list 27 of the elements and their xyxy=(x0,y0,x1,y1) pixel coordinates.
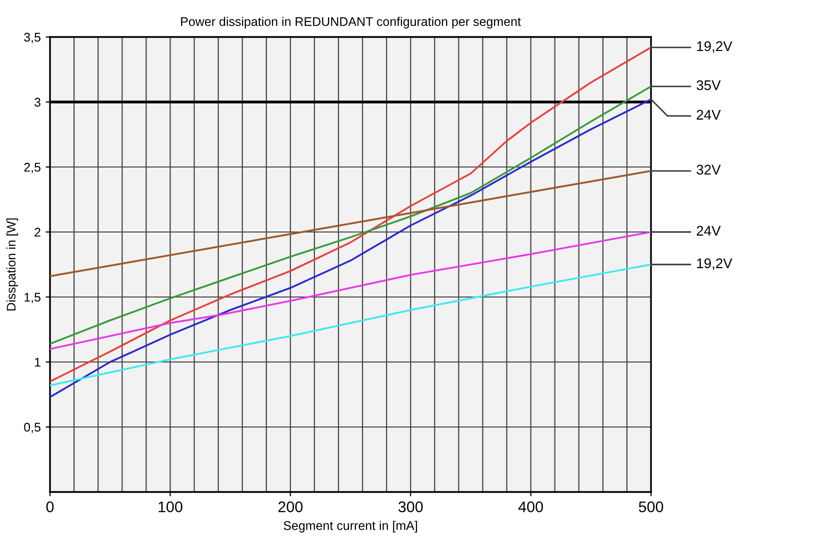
line-series xyxy=(50,231,651,350)
x-tick-label: 200 xyxy=(278,501,303,512)
x-tick-label: 0 xyxy=(46,501,54,512)
x-tick-label: 500 xyxy=(638,501,664,512)
text: 19,2V xyxy=(697,41,732,53)
x-tick-label: 100 xyxy=(158,501,182,512)
chart-title: Power dissipation in REDUNDANT configuration per segment xyxy=(181,16,521,28)
line-series xyxy=(50,98,651,398)
y-tick-label: 0,5 xyxy=(24,422,40,434)
x-tick-label: 400 xyxy=(518,501,543,512)
text: 24V xyxy=(696,226,721,236)
y-axis-title: Disspation in [W] xyxy=(6,218,18,310)
x-axis-title: Segment current in [mA] xyxy=(284,520,417,532)
text: 24V xyxy=(696,110,721,120)
y-tick-label: 3,5 xyxy=(24,32,40,44)
y-tick-label: 1 xyxy=(34,358,40,367)
line-series xyxy=(50,46,651,382)
y-tick-label: 2,5 xyxy=(24,162,40,174)
text: 35V xyxy=(696,80,721,90)
x-tick-label: 300 xyxy=(398,501,423,512)
y-tick-label: 2 xyxy=(34,228,40,237)
text: 19,2V xyxy=(697,258,732,270)
y-tick-label: 1,5 xyxy=(24,292,40,304)
line-series xyxy=(50,85,651,345)
line-series xyxy=(50,264,651,386)
text: 32V xyxy=(696,164,721,175)
y-tick-label: 3 xyxy=(34,98,40,107)
